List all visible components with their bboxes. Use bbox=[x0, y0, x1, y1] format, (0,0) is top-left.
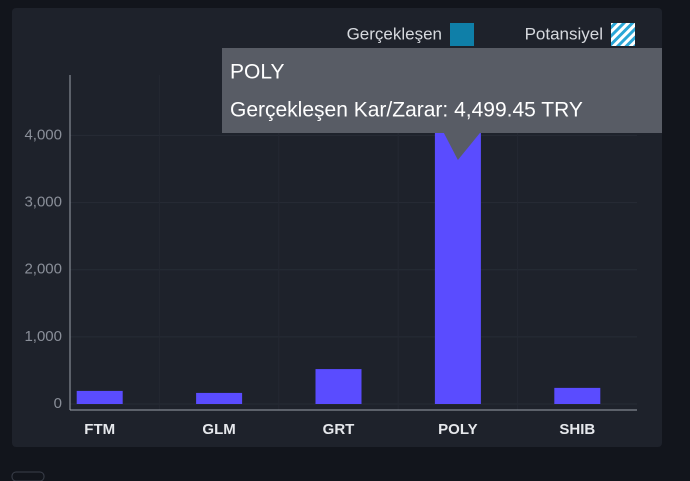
y-tick-label: 4,000 bbox=[24, 126, 62, 143]
x-tick-label: SHIB bbox=[559, 421, 595, 438]
tooltip-box bbox=[222, 48, 662, 133]
x-tick-label: POLY bbox=[438, 421, 477, 438]
decor bbox=[11, 471, 45, 481]
x-tick-label: FTM bbox=[84, 421, 115, 438]
bar bbox=[554, 387, 601, 404]
y-tick-label: 3,000 bbox=[24, 194, 62, 211]
legend-swatch bbox=[450, 23, 474, 46]
bar bbox=[196, 392, 243, 404]
tooltip-label: Gerçekleşen Kar/Zarar: 4,499.45 TRY bbox=[230, 99, 583, 122]
y-tick-label: 2,000 bbox=[24, 261, 62, 278]
x-tick-label: GRT bbox=[323, 421, 355, 438]
bar bbox=[76, 390, 123, 404]
tooltip-title: POLY bbox=[230, 61, 284, 84]
tooltip-arrow bbox=[443, 133, 480, 160]
y-tick-label: 1,000 bbox=[24, 328, 62, 345]
y-tick-label: 0 bbox=[54, 395, 62, 412]
legend-label: Potansiyel bbox=[525, 24, 603, 43]
legend-label: Gerçekleşen bbox=[347, 24, 442, 43]
legend-swatch bbox=[611, 23, 635, 46]
bar bbox=[315, 369, 362, 404]
x-tick-label: GLM bbox=[202, 421, 235, 438]
